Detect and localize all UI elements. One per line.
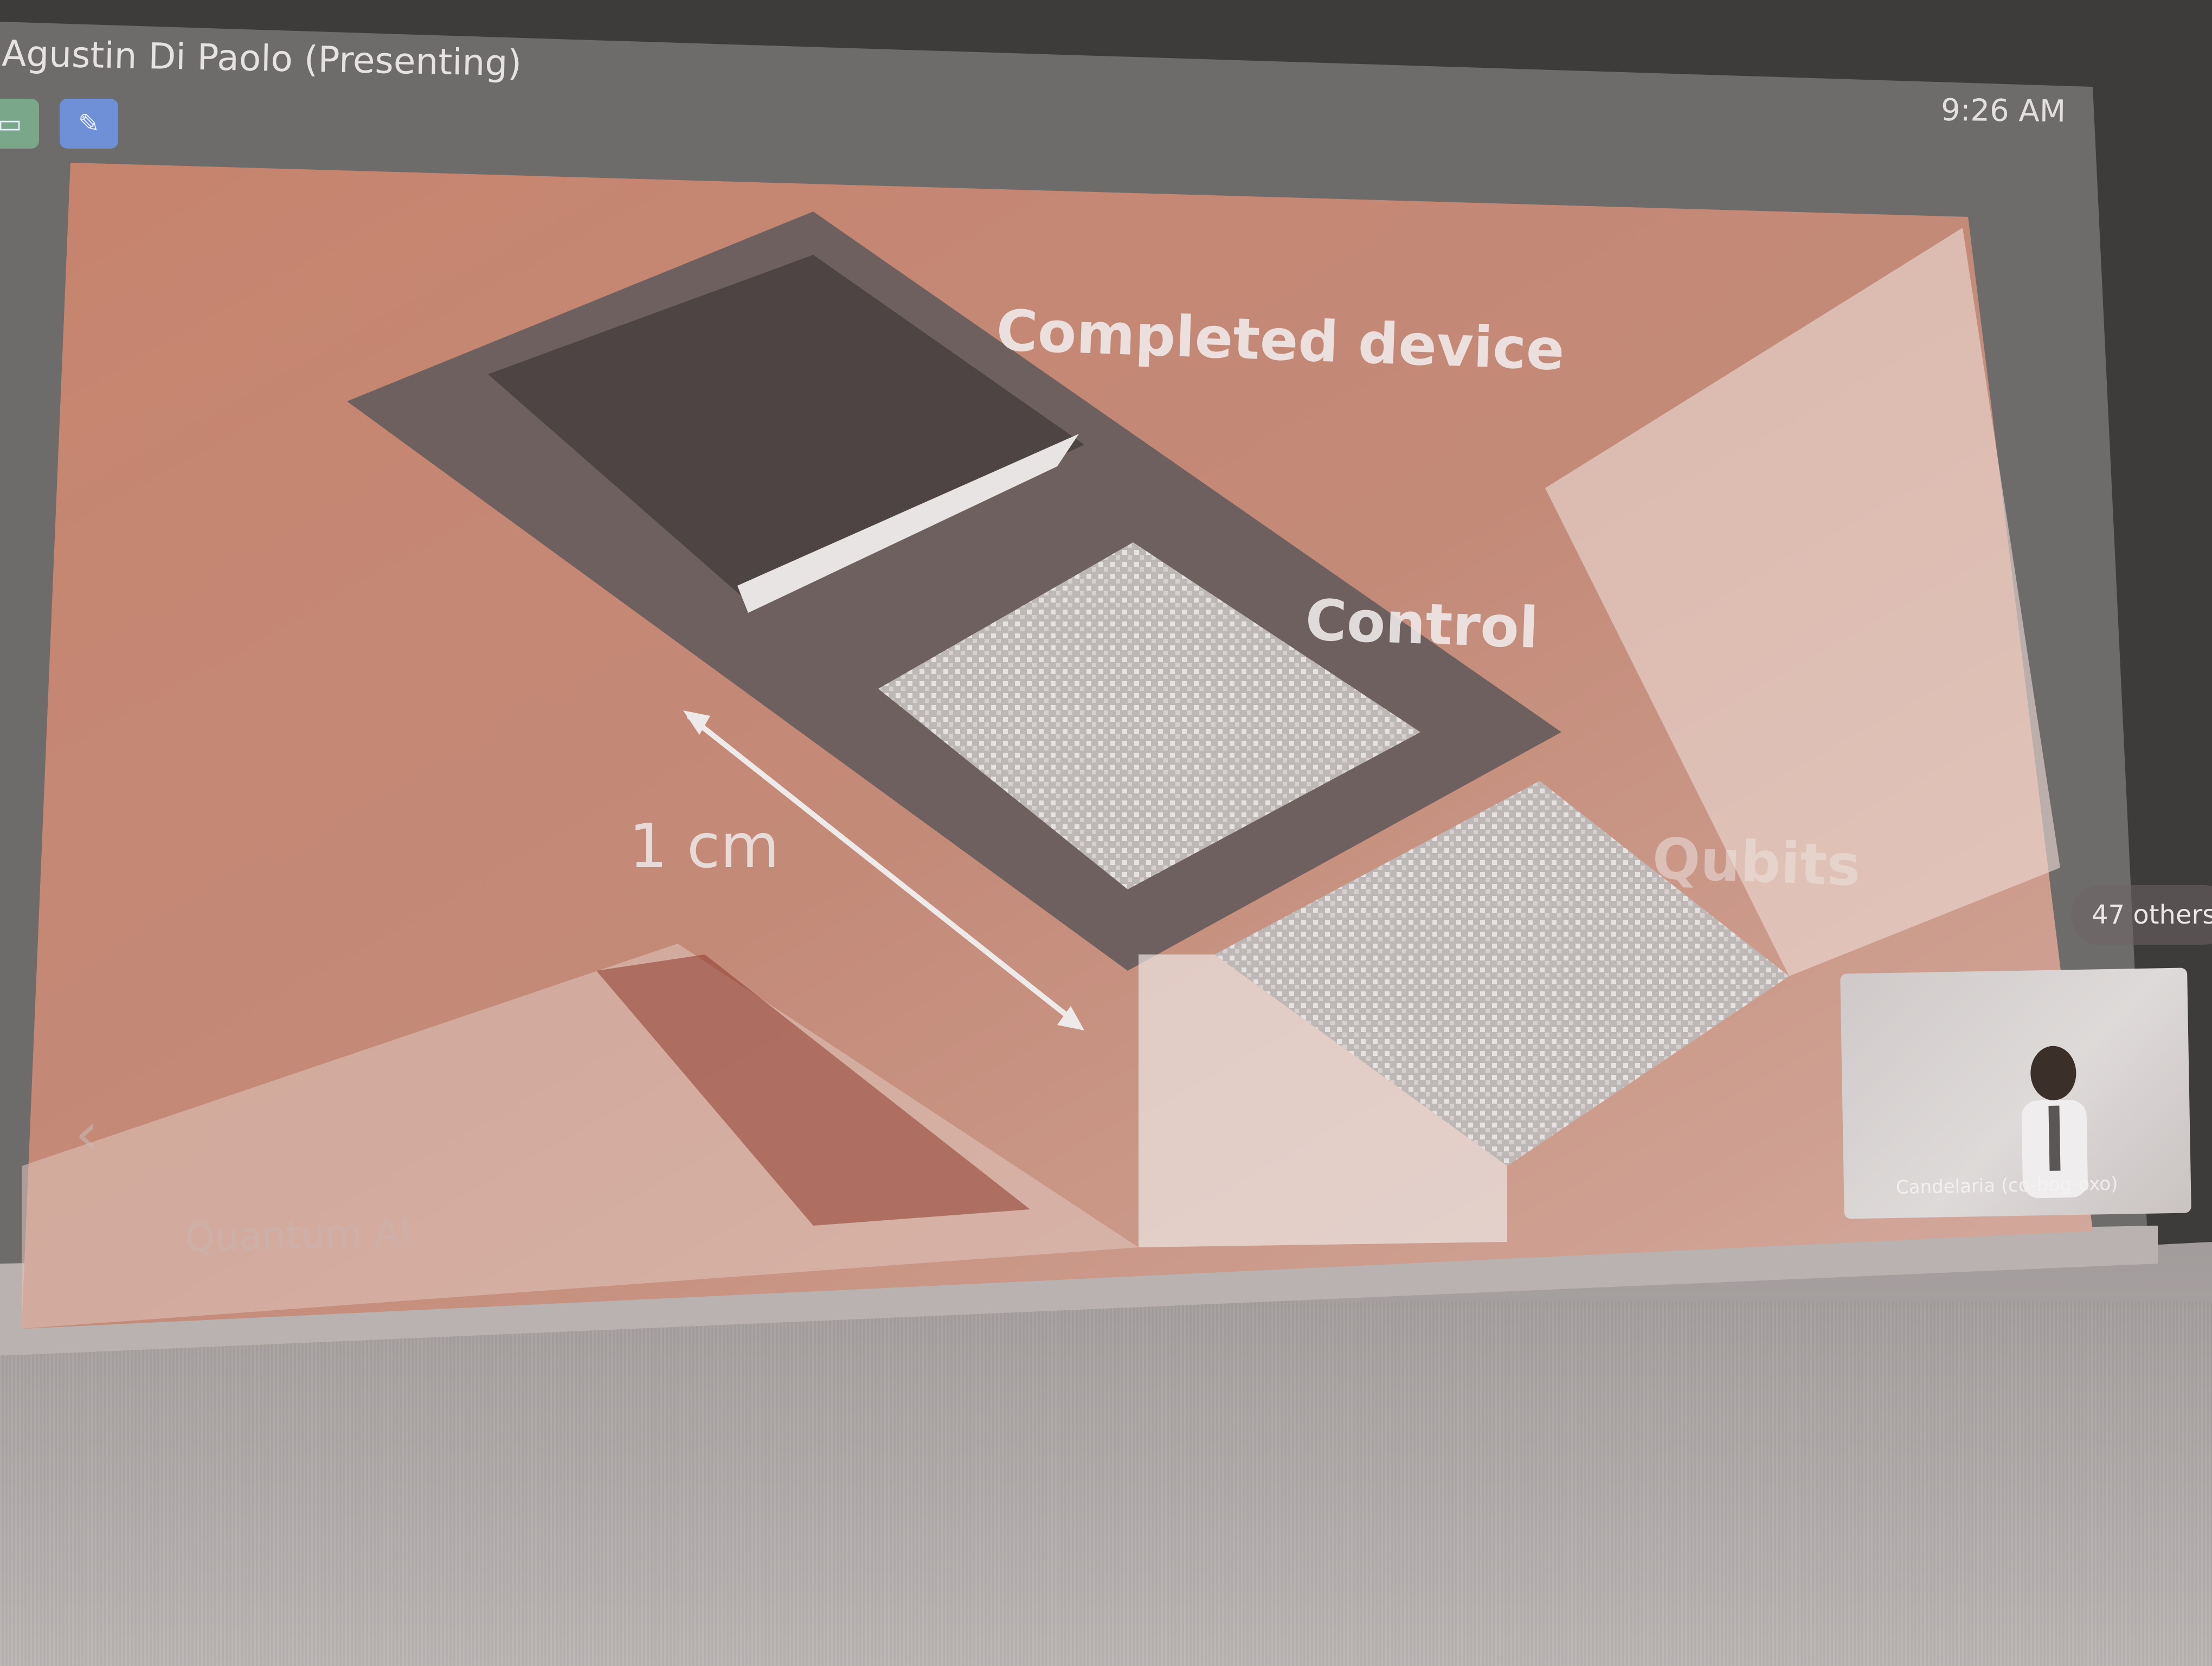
scale-arrow: [686, 714, 1081, 1027]
wall-texture: [0, 1302, 2212, 1666]
participants-others-button[interactable]: 47 others: [2071, 885, 2212, 945]
qubits-chip: [1214, 781, 1789, 1166]
clock-time: 9:26 AM: [1940, 92, 2066, 130]
self-view-name: Candelaria (co-bog-oxo): [1895, 1172, 2118, 1199]
control-chip: [878, 542, 1420, 889]
pen-annotate-icon[interactable]: ✎: [60, 99, 118, 149]
person-silhouette: [2021, 1046, 2088, 1199]
footer-brand: Quantum AI: [184, 1210, 412, 1260]
label-scale-1cm: 1 cm: [629, 811, 780, 882]
chevron-left-icon[interactable]: ‹: [75, 1099, 99, 1168]
screen-share-icon[interactable]: ▭: [0, 99, 39, 149]
label-control: Control: [1304, 587, 1540, 661]
label-qubits: Qubits: [1651, 825, 1862, 899]
self-view-tile[interactable]: Candelaria (co-bog-oxo): [1840, 967, 2191, 1219]
